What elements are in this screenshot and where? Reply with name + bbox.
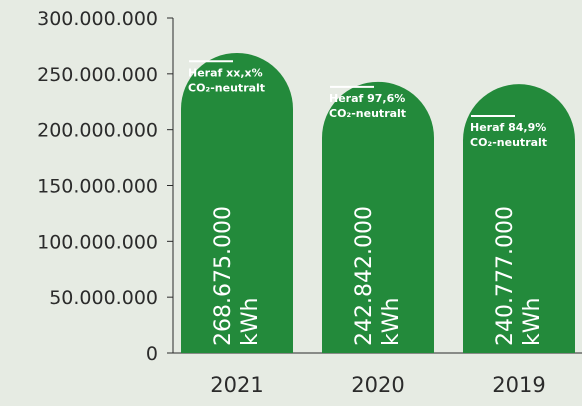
x-tick-labels: 2021 2020 2019: [210, 373, 545, 397]
bar-2020: [322, 81, 434, 353]
y-tick-label: 0: [146, 343, 158, 365]
bar-value-label: kWh: [238, 298, 263, 346]
bar-value-label: 268.675.000: [211, 206, 236, 346]
y-tick-label: 150.000.000: [37, 176, 158, 198]
bar-value-label: 242.842.000: [352, 206, 377, 346]
bar-2019: [463, 84, 575, 353]
annotation-text: CO₂-neutralt: [329, 107, 406, 120]
bar-value-label: kWh: [379, 298, 404, 346]
x-tick-label: 2019: [492, 373, 545, 397]
annotation-text: Heraf 84,9%: [470, 121, 546, 134]
annotation-text: Heraf 97,6%: [329, 92, 405, 105]
bar-value-label: 240.777.000: [493, 206, 518, 346]
y-tick-label: 100.000.000: [37, 231, 158, 253]
annotation-text: CO₂-neutralt: [470, 136, 547, 149]
annotation-text: Heraf xx,x%: [188, 66, 263, 79]
bar-value-label: kWh: [520, 298, 545, 346]
y-tick-label: 200.000.000: [37, 120, 158, 142]
y-tick-label: 300.000.000: [37, 8, 158, 30]
x-tick-label: 2020: [351, 373, 404, 397]
bar-2021: [181, 52, 293, 354]
y-tick-label: 250.000.000: [37, 64, 158, 86]
y-ticks: 0 50.000.000 100.000.000 150.000.000 200.000…: [37, 8, 173, 365]
x-tick-label: 2021: [210, 373, 263, 397]
y-tick-label: 50.000.000: [49, 287, 158, 309]
annotation-text: CO₂-neutralt: [188, 81, 265, 94]
